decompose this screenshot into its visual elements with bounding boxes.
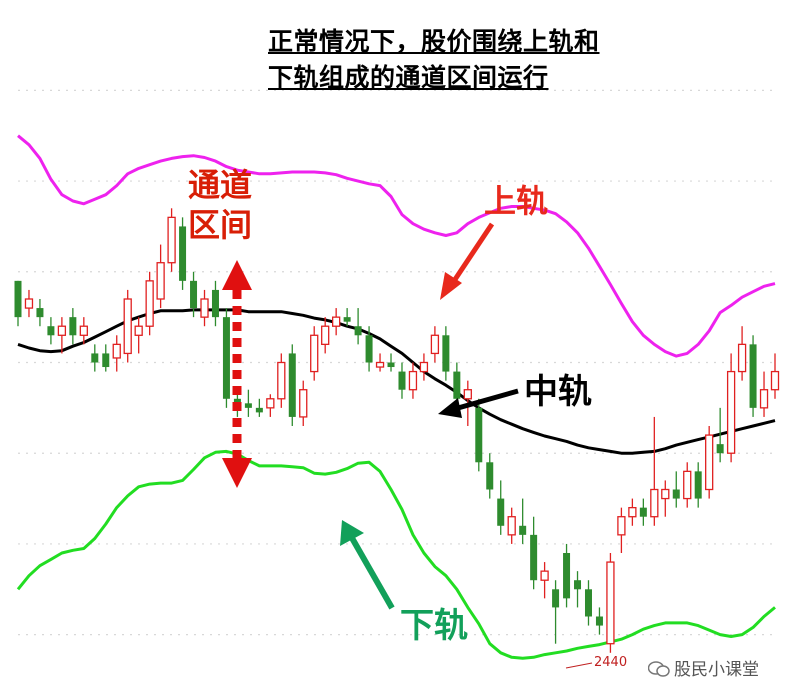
lower-label-arrow-head — [340, 520, 364, 546]
middle-band-line — [17, 308, 776, 455]
candle-body-up — [408, 370, 418, 391]
candle-body-up — [321, 325, 330, 346]
candle-body-down — [552, 589, 560, 608]
channel-arrow-head-bottom — [222, 458, 252, 488]
bands — [16, 134, 776, 660]
candle-body-down — [497, 498, 505, 526]
candle-body-up — [683, 470, 692, 500]
candle-body-up — [737, 343, 747, 373]
candle-body-down — [398, 371, 406, 390]
candle-body-down — [563, 553, 571, 599]
candle-body-down — [694, 471, 702, 499]
candle-body-down — [453, 371, 461, 399]
annotation-arrows — [222, 222, 593, 669]
candle-body-down — [36, 308, 44, 318]
candle-body-down — [530, 534, 538, 581]
candle-body-up — [112, 343, 121, 359]
lower-band-label: 下轨 — [400, 606, 468, 646]
candle-body-up — [430, 334, 440, 355]
candle-body-up — [167, 216, 176, 264]
candle-body-up — [57, 325, 67, 336]
candle-body-up — [759, 389, 769, 409]
candle-body-down — [190, 280, 198, 309]
candle-body-down — [343, 317, 351, 322]
candle-body-up — [134, 325, 143, 336]
wechat-icon — [648, 661, 670, 677]
candle-body-down — [91, 353, 99, 363]
candle-body-up — [770, 370, 780, 391]
candle-body-down — [222, 317, 230, 399]
candle-body-down — [442, 335, 450, 372]
candle-body-down — [47, 326, 55, 336]
candle-body-down — [255, 407, 263, 413]
candle-body-down — [365, 335, 373, 363]
candle-body-up — [507, 516, 516, 536]
candle-body-up — [79, 325, 88, 336]
channel-label-line-2: 区间 — [188, 206, 253, 244]
candle-body-down — [716, 444, 724, 454]
channel-range-label: 通道 区间 — [188, 165, 252, 245]
lower-band-line — [16, 449, 776, 660]
candle-body-down — [519, 525, 527, 535]
candle-body-down — [584, 589, 592, 617]
candle-body-down — [672, 489, 680, 499]
candle-body-down — [179, 226, 187, 281]
candle-body-down — [354, 326, 362, 336]
middle-label-arrow-shaft — [457, 388, 519, 411]
candle-body-up — [661, 488, 670, 500]
candle-body-down — [102, 353, 110, 368]
candle-body-down — [595, 616, 603, 626]
candle-body-up — [156, 262, 165, 300]
watermark: 股民小课堂 — [648, 655, 759, 680]
candle-body-up — [705, 434, 714, 491]
low-price-leader — [565, 662, 593, 669]
candle-body-up — [123, 298, 132, 355]
candle-body-down — [69, 317, 77, 336]
upper-band-line — [17, 134, 776, 358]
candle-body-down — [486, 462, 494, 490]
low-price-label: 2440 — [594, 655, 628, 670]
candle-body-down — [387, 362, 395, 368]
candle-body-up — [332, 316, 341, 327]
candle-body-down — [288, 353, 296, 417]
candle-body-down — [749, 344, 757, 408]
candle-body-down — [244, 403, 252, 408]
candle-body-up — [650, 488, 659, 518]
candle-body-up — [617, 516, 626, 536]
candle-body-up — [606, 561, 615, 645]
candle-body-up — [726, 370, 736, 454]
candle-body-up — [628, 506, 637, 518]
channel-label-line-1: 通道 — [188, 166, 253, 204]
middle-band-label: 中轨 — [524, 372, 592, 412]
candle-body-up — [375, 361, 385, 368]
candle-body-up — [277, 361, 286, 400]
candle-body-down — [211, 289, 219, 318]
candle-body-up — [145, 280, 154, 327]
upper-label-arrow-shaft — [449, 222, 495, 286]
candle-body-up — [310, 334, 319, 373]
candle-body-up — [463, 389, 472, 400]
candle-body-up — [266, 398, 275, 409]
upper-band-label: 上轨 — [484, 182, 549, 220]
candle-body-up — [540, 570, 549, 581]
middle-label-arrow-head — [438, 398, 462, 418]
candle-body-up — [419, 361, 429, 373]
chart-title-line-1: 正常情况下，股价围绕上轨和 — [268, 27, 600, 56]
chart-title-line-2: 下轨组成的通道区间运行 — [268, 63, 549, 92]
candle-body-down — [14, 280, 22, 318]
upper-label-arrow-head — [440, 272, 462, 300]
channel-arrow-head-top — [222, 260, 252, 290]
candle-body-up — [299, 389, 308, 418]
candle-body-up — [200, 298, 209, 318]
watermark-text: 股民小课堂 — [674, 660, 759, 680]
candle-body-down — [475, 407, 483, 463]
candle-body-down — [574, 580, 582, 590]
candles — [14, 208, 780, 653]
candle-body-up — [24, 298, 34, 309]
candle-body-down — [639, 507, 647, 517]
lower-label-arrow-shaft — [349, 536, 395, 610]
